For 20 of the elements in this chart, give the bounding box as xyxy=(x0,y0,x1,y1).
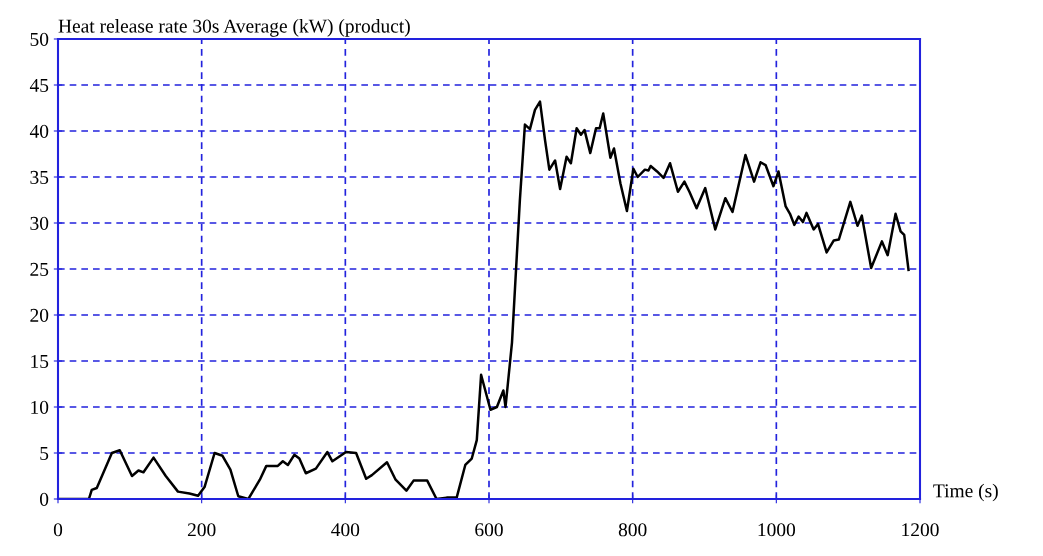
x-tick-label: 1000 xyxy=(758,523,796,537)
y-tick-label: 45 xyxy=(29,78,49,92)
y-tick-label: 10 xyxy=(31,400,49,414)
y-tick-label: 20 xyxy=(30,308,49,322)
y-tick-label: 25 xyxy=(30,262,49,276)
y-tick-label: 50 xyxy=(30,32,49,46)
y-tick-label: 35 xyxy=(30,170,49,184)
x-tick-label: 400 xyxy=(331,523,360,537)
x-axis-title: Time (s) xyxy=(933,483,998,502)
x-tick-label: 200 xyxy=(187,523,216,537)
y-tick-label: 15 xyxy=(31,354,49,368)
x-tick-label: 800 xyxy=(618,523,647,537)
x-tick-label: 600 xyxy=(475,523,503,537)
y-tick-label: 30 xyxy=(30,216,49,230)
y-tick-label: 0 xyxy=(39,492,49,506)
chart-title: Heat release rate 30s Average (kW) (product) xyxy=(58,19,410,37)
y-tick-label: 5 xyxy=(40,447,49,460)
x-tick-label: 1200 xyxy=(902,523,939,537)
y-tick-label: 40 xyxy=(29,124,49,138)
x-tick-label: 0 xyxy=(53,523,63,537)
